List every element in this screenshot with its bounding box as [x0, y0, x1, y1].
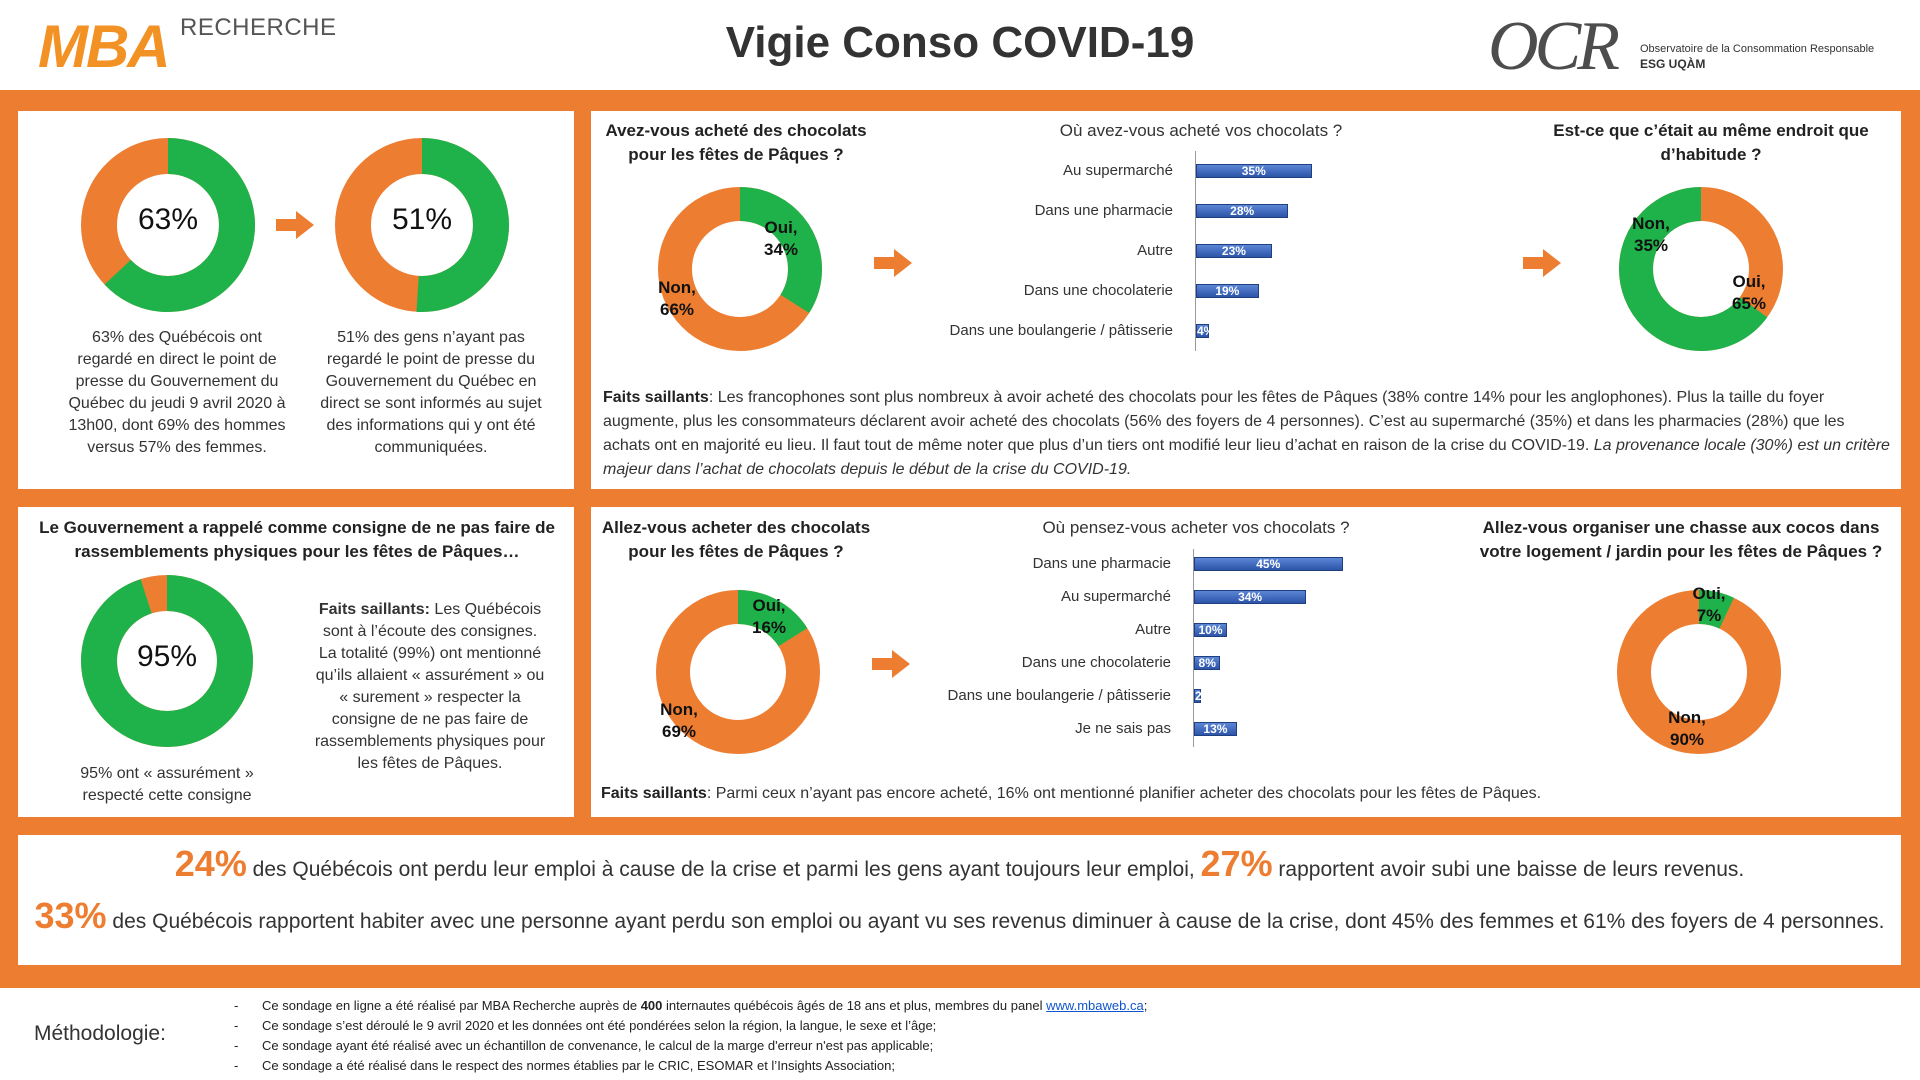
bar-category-label: Dans une boulangerie / pâtisserie: [949, 322, 1173, 339]
employment-line-2: 33% des Québécois rapportent habiter ave…: [34, 895, 1885, 936]
bar: 28%: [1196, 204, 1289, 218]
bar: 35%: [1196, 164, 1312, 178]
donut-bought-oui-label: Oui, 34%: [763, 218, 799, 259]
arrow-right-icon: [1523, 249, 1561, 282]
bar: 13%: [1194, 722, 1237, 736]
methodology-list: Ce sondage en ligne a été réalisé par MB…: [232, 996, 1147, 1076]
donut-will-buy-oui: [656, 590, 820, 754]
question-where-bought: Où avez-vous acheté vos chocolats ?: [1059, 121, 1343, 140]
bar-axis: [1193, 549, 1194, 747]
donut-will-buy-non-label: Non, 69%: [660, 700, 698, 741]
donut-95-label: 95%: [136, 640, 198, 673]
donut-63-segment: [81, 138, 255, 312]
methodology-item: Ce sondage ayant été réalisé avec un éch…: [232, 1036, 1147, 1056]
employment-line-1: 24% des Québécois ont perdu leur emploi …: [174, 843, 1745, 884]
question-where-plan: Où pensez-vous acheter vos chocolats ?: [1042, 518, 1350, 537]
recherche-logo-text: RECHERCHE: [180, 14, 337, 41]
donut-same-place: [1619, 187, 1783, 351]
donut-95-caption: 95% ont « assurément » respecté cette co…: [80, 765, 254, 804]
donut-63-caption: 63% des Québécois ont regardé en direct …: [68, 329, 286, 456]
arrow-right-icon: [874, 249, 912, 282]
donut-egg-hunt: [1617, 590, 1781, 754]
bar: 45%: [1194, 557, 1343, 571]
ocr-caption-line1: Observatoire de la Consommation Responsa…: [1640, 43, 1875, 55]
bar-category-label: Au supermarché: [1060, 588, 1171, 605]
methodology-item: Ce sondage a été réalisé dans le respect…: [232, 1056, 1147, 1076]
gatherings-title: Le Gouvernement a rappelé comme consigne…: [39, 518, 555, 561]
bar-category-label: Au supermarché: [1062, 162, 1173, 179]
donut-will-buy-oui-label: Oui, 16%: [751, 596, 787, 637]
bar: 8%: [1194, 656, 1221, 670]
panel-employment: 24% des Québécois ont perdu leur emploi …: [18, 835, 1901, 965]
bar: 4%: [1196, 324, 1215, 338]
methodology-item: Ce sondage en ligne a été réalisé par MB…: [232, 996, 1147, 1016]
bar: 2%: [1194, 689, 1213, 703]
arrow-right-icon: [276, 211, 314, 244]
bar-chart-where-plan: Dans une pharmacie 45% Au supermarché 34% Au…: [781, 549, 1361, 749]
stat-24: 24%: [174, 843, 247, 884]
stat-27: 27%: [1200, 843, 1273, 884]
donut-same-place-non-label: Non, 35%: [1632, 214, 1670, 255]
donut-egg-hunt-oui: [1617, 590, 1781, 754]
question-same-place: Est-ce que c’était au même endroit que d…: [1553, 121, 1869, 164]
panel-chocolate-plans: Allez-vous acheter des chocolats pour le…: [591, 507, 1901, 817]
ocr-logo-caption: Observatoire de la Consommation Responsa…: [1640, 42, 1900, 73]
mbaweb-link[interactable]: www.mbaweb.ca: [1046, 998, 1144, 1013]
bar: 23%: [1196, 244, 1272, 258]
bar-category-label: Dans une boulangerie / pâtisserie: [947, 687, 1171, 704]
ocr-caption-line2: ESG UQÀM: [1640, 57, 1706, 71]
donut-51-caption: 51% des gens n’ayant pas regardé le poin…: [320, 329, 542, 456]
donut-51-segment: [335, 138, 509, 312]
donut-51: [335, 138, 509, 312]
bar: 19%: [1196, 284, 1259, 298]
donut-bought-non-label: Non, 66%: [658, 278, 696, 319]
ocr-logo-text: OCR: [1488, 8, 1620, 85]
faits-saillants-gatherings: Faits saillants: Les Québécois sont à l’…: [314, 601, 546, 772]
donut-63: [81, 138, 255, 312]
bar-category-label: Dans une chocolaterie: [1021, 654, 1171, 671]
bar-category-label: Autre: [1137, 242, 1173, 259]
question-bought-chocolate: Avez-vous acheté des chocolats pour les …: [605, 121, 867, 164]
donut-will-buy: [656, 590, 820, 754]
header: MBA RECHERCHE Vigie Conso COVID-19 OCR O…: [0, 0, 1920, 90]
mba-recherche-logo: MBA RECHERCHE: [38, 12, 336, 81]
donut-51-label: 51%: [391, 203, 453, 236]
panel-press-conference: 63% 51% 63% des Québécois ont regardé en…: [18, 111, 574, 489]
ocr-logo: OCR Observatoire de la Consommation Resp…: [1488, 8, 1874, 85]
bar-category-label: Dans une pharmacie: [1034, 202, 1173, 219]
donut-same-place-oui: [1619, 187, 1783, 351]
donut-bought-oui: [658, 187, 822, 351]
stat-33: 33%: [34, 895, 107, 936]
donut-same-place-oui-label: Oui, 65%: [1731, 272, 1767, 313]
bar: 34%: [1194, 590, 1307, 604]
bar-category-label: Je ne sais pas: [1075, 720, 1171, 737]
panel-chocolate-purchase: Avez-vous acheté des chocolats pour les …: [591, 111, 1901, 489]
donut-95: [81, 575, 253, 747]
panel-gatherings: Le Gouvernement a rappelé comme consigne…: [18, 507, 574, 817]
methodology-item: Ce sondage s’est déroulé le 9 avril 2020…: [232, 1016, 1147, 1036]
methodology-title: Méthodologie:: [34, 1022, 166, 1045]
bar-chart-where-bought: Au supermarché 35% Dans une pharmacie 28% Au…: [791, 151, 1351, 351]
question-will-buy: Allez-vous acheter des chocolats pour le…: [601, 518, 871, 561]
faits-saillants-purchase: Faits saillants: Les francophones sont p…: [603, 389, 1890, 478]
donut-63-label: 63%: [137, 203, 199, 236]
faits-saillants-plans: Faits saillants: Parmi ceux n’ayant pas …: [601, 785, 1542, 802]
mba-logo-text: MBA: [38, 13, 171, 80]
donut-egg-hunt-oui-label: Oui, 7%: [1692, 584, 1726, 625]
bar-axis: [1195, 151, 1196, 351]
arrow-right-icon: [872, 650, 910, 683]
question-egg-hunt: Allez-vous organiser une chasse aux coco…: [1479, 518, 1883, 561]
donut-95-segment: [81, 575, 253, 747]
page-title: Vigie Conso COVID-19: [725, 18, 1195, 67]
bar: 10%: [1194, 623, 1227, 637]
donut-egg-hunt-non-label: Non, 90%: [1668, 708, 1706, 749]
bar-category-label: Autre: [1135, 621, 1171, 638]
donut-bought: [658, 187, 822, 351]
bar-category-label: Dans une pharmacie: [1032, 555, 1171, 572]
bar-category-label: Dans une chocolaterie: [1023, 282, 1173, 299]
